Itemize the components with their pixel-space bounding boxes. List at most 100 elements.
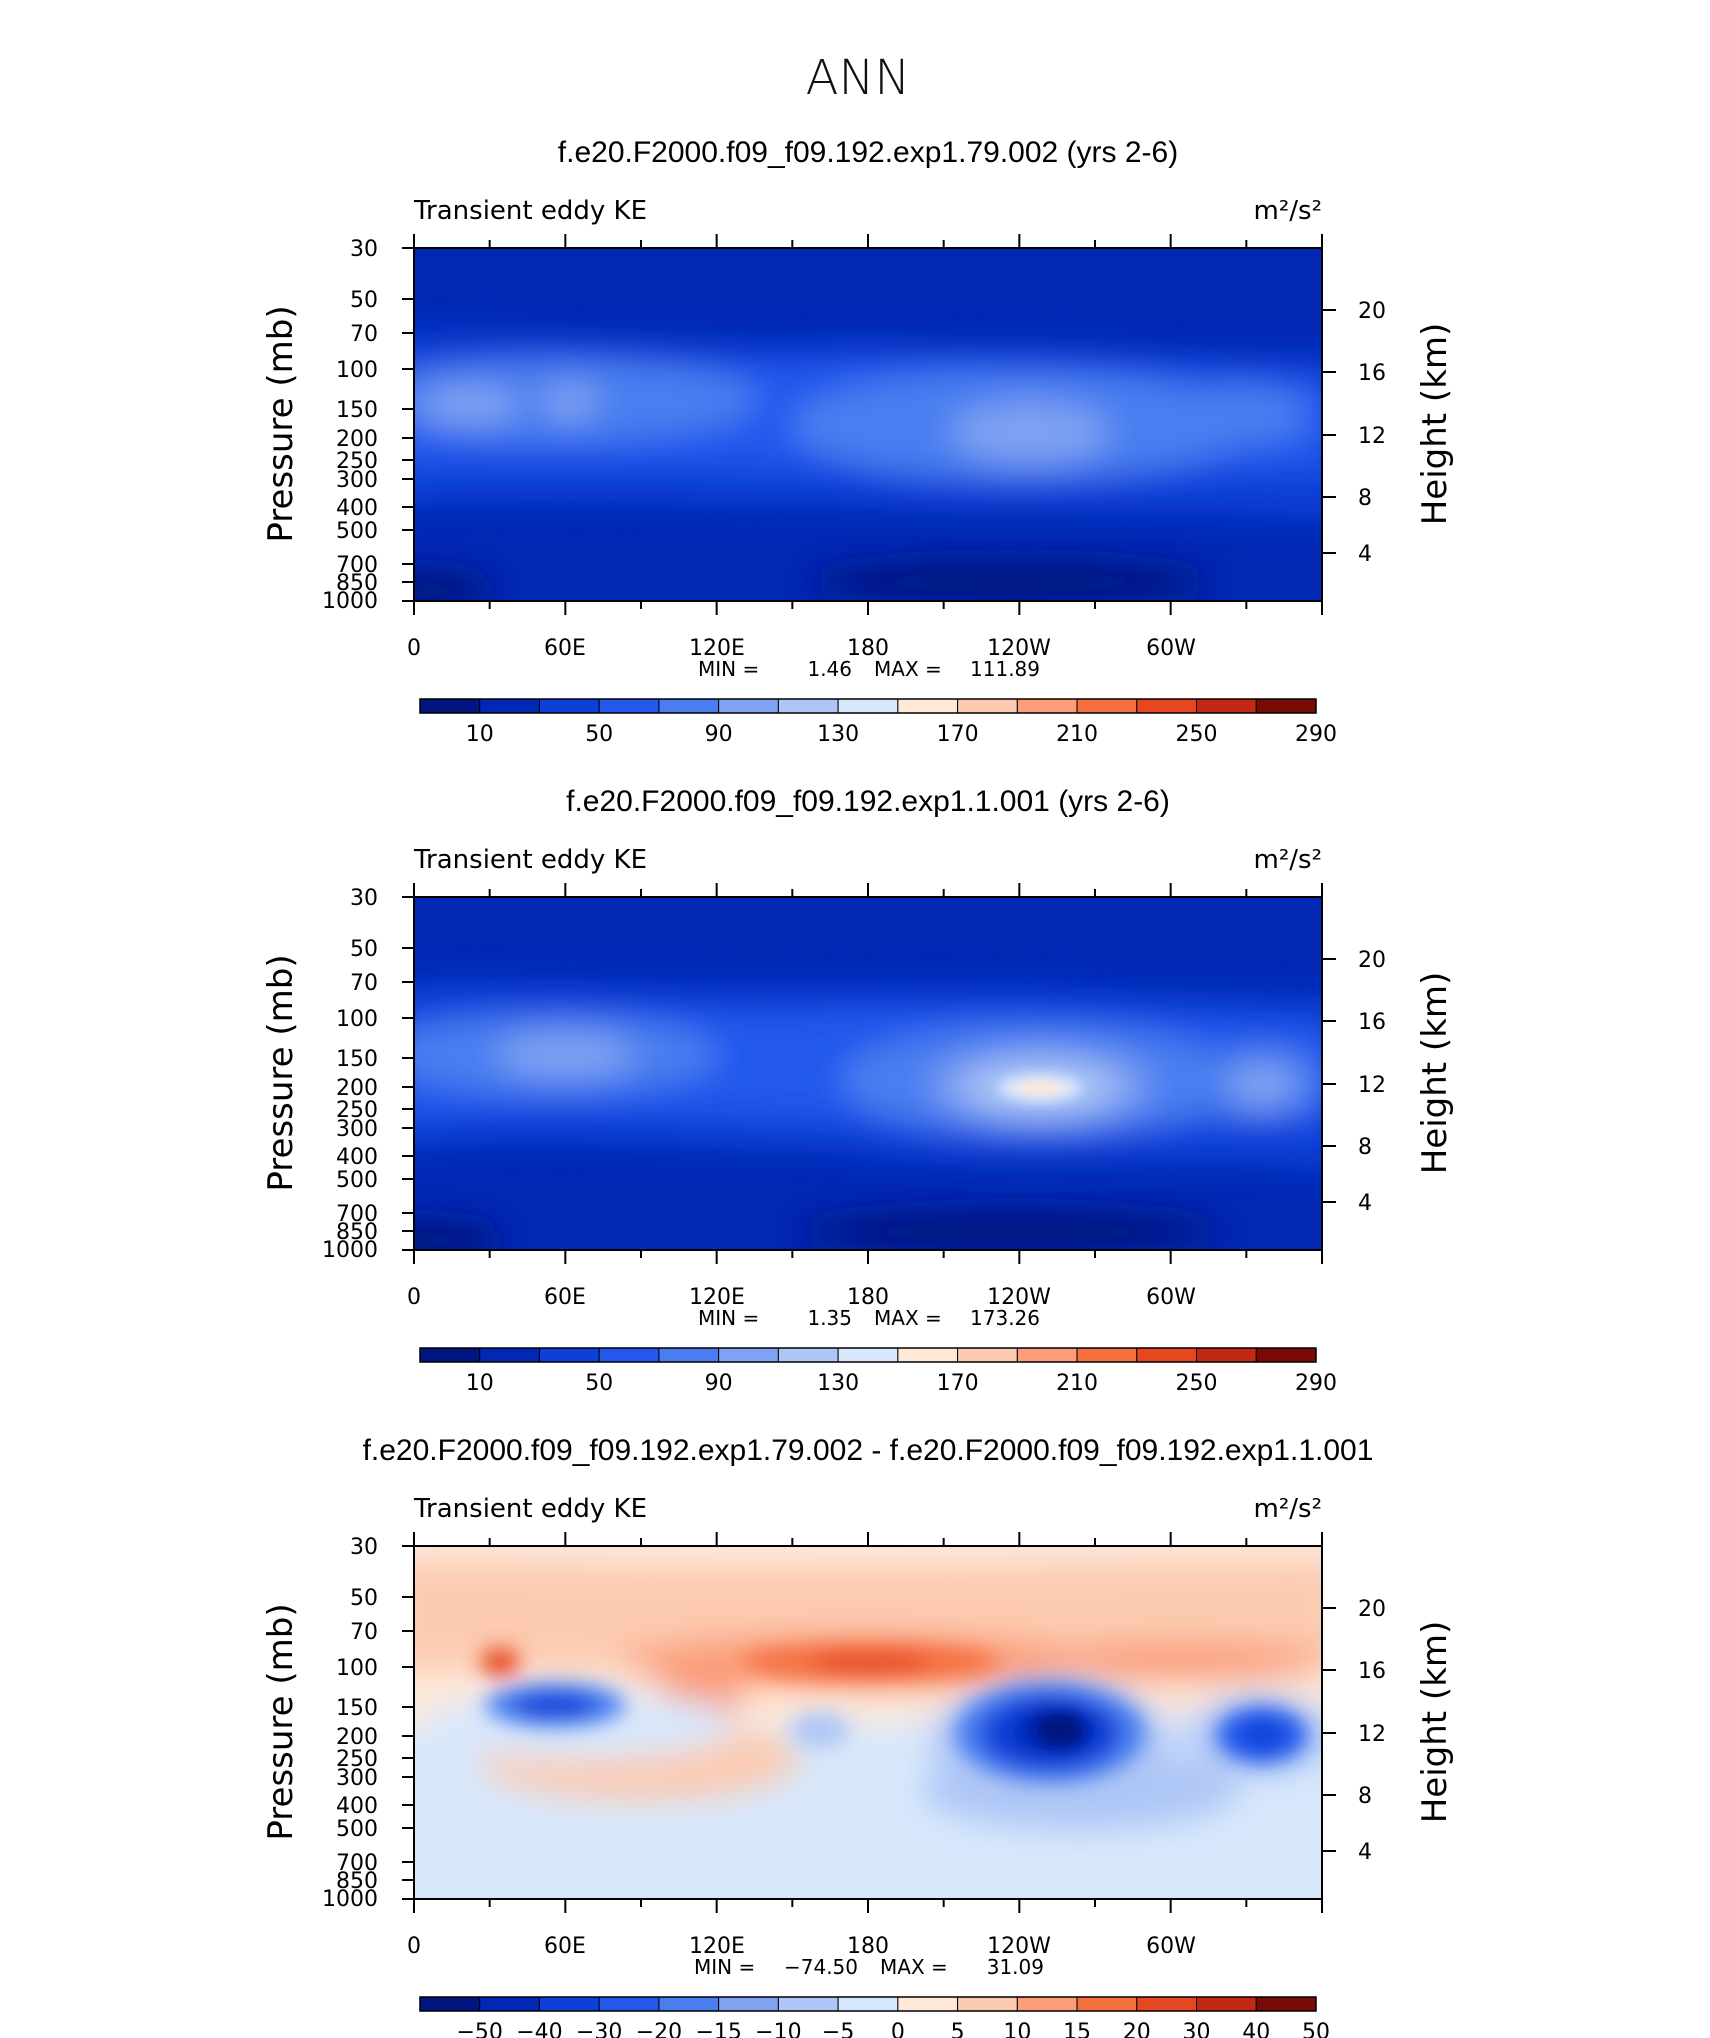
panel-3-units: m²/s² — [1254, 1494, 1322, 1524]
panel-3-left-label: Transient eddy KE — [413, 1494, 647, 1524]
x-tick-label: 0 — [407, 636, 421, 661]
colorbar-label: 210 — [1056, 1371, 1098, 1396]
colorbar-swatch — [1255, 698, 1317, 714]
colorbar-swatch — [777, 698, 839, 714]
colorbar-label: 30 — [1183, 2020, 1211, 2038]
y-tick-label: 150 — [336, 1047, 378, 1072]
colorbar-swatch — [897, 698, 959, 714]
y-tick-label: 1000 — [322, 589, 378, 614]
colorbar-label: 290 — [1295, 1371, 1337, 1396]
y-tick-label: 300 — [336, 1766, 378, 1791]
x-tick-label: 60W — [1146, 636, 1196, 661]
colorbar-frame — [419, 1347, 1317, 1363]
colorbar-label: −50 — [457, 2020, 503, 2038]
colorbar-label: 130 — [817, 722, 859, 747]
panel-1-field — [414, 248, 1322, 601]
colorbar-swatch — [897, 1347, 959, 1363]
x-tick-label: 180 — [847, 1285, 889, 1310]
tick-marks — [402, 234, 1336, 1913]
x-tick-label: 180 — [847, 636, 889, 661]
panel-3-y-ticks: 30 50 70 100 150 200 250 300 400 500 700… — [322, 1535, 378, 1912]
y-tick-label: 30 — [350, 1535, 378, 1560]
colorbar-swatch — [658, 1347, 720, 1363]
colorbar-swatch — [1016, 698, 1078, 714]
panel-2-field — [414, 897, 1322, 1250]
colorbar-frame — [419, 698, 1317, 714]
colorbar-swatch — [1136, 1996, 1198, 2012]
y-right-tick-label: 4 — [1358, 1191, 1372, 1216]
colorbar-label: 15 — [1063, 2020, 1091, 2038]
y-tick-label: 200 — [336, 1725, 378, 1750]
panel-1-y-ticks-right: 20 16 12 8 4 — [1358, 299, 1386, 567]
y-tick-label: 500 — [336, 519, 378, 544]
colorbar-swatch — [598, 1347, 660, 1363]
x-tick-label: 60W — [1146, 1285, 1196, 1310]
page-title: ANN — [806, 50, 911, 106]
colorbar-label: 10 — [466, 722, 494, 747]
colorbar-label: 90 — [705, 1371, 733, 1396]
x-tick-label: 180 — [847, 1934, 889, 1959]
colorbar-swatch — [1136, 698, 1198, 714]
colorbar-label: 20 — [1123, 2020, 1151, 2038]
max-value: 111.89 — [970, 657, 1040, 681]
y-right-tick-label: 16 — [1358, 1659, 1386, 1684]
colorbar-label: 0 — [891, 2020, 905, 2038]
y-tick-label: 100 — [336, 358, 378, 383]
colorbar-label: −15 — [695, 2020, 741, 2038]
y-right-tick-label: 4 — [1358, 1840, 1372, 1865]
y-right-tick-label: 12 — [1358, 424, 1386, 449]
x-tick-label: 60W — [1146, 1934, 1196, 1959]
colorbar-label: 170 — [937, 1371, 979, 1396]
colorbar-label: 10 — [1003, 2020, 1031, 2038]
max-value: 31.09 — [987, 1955, 1044, 1979]
min-label: MIN = — [698, 1306, 759, 1330]
y-tick-label: 500 — [336, 1817, 378, 1842]
x-tick-label: 120E — [689, 1285, 745, 1310]
panel-2-ylabel-right: Height (km) — [1415, 972, 1455, 1175]
y-tick-label: 250 — [336, 1098, 378, 1123]
panel-1-left-label: Transient eddy KE — [413, 196, 647, 226]
colorbar-label: 50 — [585, 1371, 613, 1396]
panel-1: f.e20.F2000.f09_f09.192.exp1.79.002 (yrs… — [261, 136, 1455, 681]
colorbar-label: 170 — [937, 722, 979, 747]
colorbar-label: 40 — [1242, 2020, 1270, 2038]
colorbar-swatch — [1196, 1996, 1257, 2012]
y-tick-label: 850 — [336, 1869, 378, 1894]
x-tick-label: 60E — [544, 1285, 586, 1310]
colorbar-swatch — [1196, 698, 1257, 714]
colorbar-label: −5 — [822, 2020, 854, 2038]
colorbar-swatch — [837, 698, 899, 714]
panel-2-units: m²/s² — [1254, 845, 1322, 875]
panel-1-units: m²/s² — [1254, 196, 1322, 226]
panel-3: f.e20.F2000.f09_f09.192.exp1.79.002 - f.… — [261, 1434, 1455, 1979]
y-right-tick-label: 8 — [1358, 1784, 1372, 1809]
x-tick-label: 120W — [987, 1285, 1051, 1310]
x-tick-label: 0 — [407, 1934, 421, 1959]
y-tick-label: 30 — [350, 886, 378, 911]
x-tick-label: 120W — [987, 1934, 1051, 1959]
colorbar-swatch — [658, 1996, 720, 2012]
panel-3-stats: MIN = −74.50 MAX = 31.09 — [694, 1955, 1044, 1979]
colorbar-swatch — [1076, 1996, 1138, 2012]
y-tick-label: 200 — [336, 427, 378, 452]
max-value: 173.26 — [970, 1306, 1040, 1330]
colorbar-swatch — [1196, 1347, 1257, 1363]
min-value: 1.35 — [807, 1306, 852, 1330]
panel-2-left-label: Transient eddy KE — [413, 845, 647, 875]
min-value: −74.50 — [784, 1955, 858, 1979]
colorbar-swatch — [538, 698, 600, 714]
y-right-tick-label: 20 — [1358, 299, 1386, 324]
colorbar-frame — [419, 1996, 1317, 2012]
colorbar-swatch — [658, 698, 720, 714]
colorbar-label: 50 — [585, 722, 613, 747]
y-tick-label: 70 — [350, 322, 378, 347]
x-tick-label: 0 — [407, 1285, 421, 1310]
y-tick-label: 50 — [350, 288, 378, 313]
y-tick-label: 200 — [336, 1076, 378, 1101]
panel-2-title: f.e20.F2000.f09_f09.192.exp1.1.001 (yrs … — [566, 785, 1170, 818]
min-value: 1.46 — [807, 657, 852, 681]
colorbar-label: −10 — [755, 2020, 801, 2038]
panel-1-ylabel-right: Height (km) — [1415, 323, 1455, 526]
y-tick-label: 100 — [336, 1007, 378, 1032]
